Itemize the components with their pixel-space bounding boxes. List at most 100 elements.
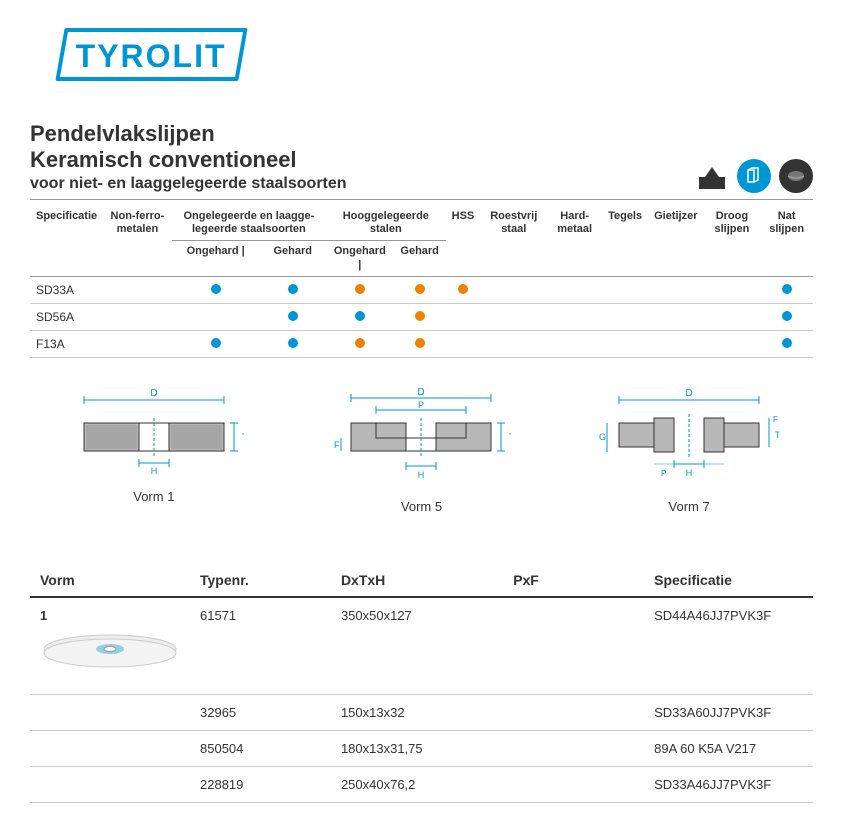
orange-dot-icon — [415, 338, 425, 348]
orange-dot-icon — [415, 311, 425, 321]
dot-cell — [547, 330, 602, 357]
blue-dot-icon — [782, 338, 792, 348]
blue-dot-icon — [211, 284, 221, 294]
spec-cell: F13A — [30, 330, 103, 357]
dot-cell — [704, 276, 761, 303]
logo: TYROLIT — [60, 28, 813, 81]
diagram-label-1: Vorm 1 — [64, 489, 244, 504]
blue-dot-icon — [782, 284, 792, 294]
dot-cell — [103, 303, 172, 330]
vorm-cell — [30, 694, 190, 730]
diagram-vorm-1: D H T Vorm 1 — [64, 388, 244, 514]
diagram-label-2: Vorm 5 — [331, 499, 511, 514]
logo-text: TYROLIT — [76, 38, 227, 75]
diagram-label-3: Vorm 7 — [599, 499, 779, 514]
dot-cell — [260, 276, 326, 303]
col-hoog-ongehard: Ongehard | — [326, 241, 394, 276]
wheel-icon — [40, 629, 180, 675]
dot-cell — [704, 330, 761, 357]
orange-dot-icon — [355, 284, 365, 294]
application-icons — [695, 159, 813, 193]
typenr-cell: 61571 — [190, 597, 331, 695]
product-row: 228819250x40x76,2SD33A46JJ7PVK3F — [30, 766, 813, 802]
dxtxh-cell: 350x50x127 — [331, 597, 503, 695]
col-nat: Nat slijpen — [760, 206, 813, 276]
material-icon-3 — [779, 159, 813, 193]
col-ong-gehard: Gehard — [260, 241, 326, 276]
dot-cell — [547, 276, 602, 303]
dot-cell — [602, 330, 648, 357]
dot-cell — [760, 276, 813, 303]
applicability-row: SD56A — [30, 303, 813, 330]
svg-text:T: T — [775, 430, 779, 440]
spec-cell: SD33A46JJ7PVK3F — [644, 766, 813, 802]
col-droog: Droog slijpen — [704, 206, 761, 276]
dot-cell — [480, 330, 547, 357]
blue-dot-icon — [288, 284, 298, 294]
svg-text:D: D — [418, 388, 425, 398]
dot-cell — [602, 303, 648, 330]
dot-cell — [172, 276, 260, 303]
svg-text:H: H — [686, 468, 693, 478]
col-hss: HSS — [446, 206, 481, 276]
dot-cell — [394, 330, 446, 357]
vorm-cell — [30, 730, 190, 766]
dot-cell — [326, 303, 394, 330]
orange-dot-icon — [458, 284, 468, 294]
dot-cell — [446, 276, 481, 303]
vorm-cell — [30, 766, 190, 802]
svg-text:D: D — [686, 388, 693, 399]
spec-cell: SD33A60JJ7PVK3F — [644, 694, 813, 730]
shape-diagrams: D H T Vorm 1 D P — [30, 388, 813, 514]
svg-text:T: T — [509, 432, 511, 442]
col-typenr: Typenr. — [190, 564, 331, 597]
product-table: Vorm Typenr. DxTxH PxF Specificatie 1615… — [30, 564, 813, 803]
orange-dot-icon — [355, 338, 365, 348]
blue-dot-icon — [288, 311, 298, 321]
spec-cell: SD56A — [30, 303, 103, 330]
dxtxh-cell: 150x13x32 — [331, 694, 503, 730]
orange-dot-icon — [415, 284, 425, 294]
dot-cell — [172, 330, 260, 357]
dot-cell — [480, 303, 547, 330]
dot-cell — [326, 330, 394, 357]
col-hoog-gehard: Gehard — [394, 241, 446, 276]
col-hardmetaal: Hard-metaal — [547, 206, 602, 276]
blue-dot-icon — [288, 338, 298, 348]
dot-cell — [760, 330, 813, 357]
col-nonferro: Non-ferro-metalen — [103, 206, 172, 276]
product-row: 850504180x13x31,7589A 60 K5A V217 — [30, 730, 813, 766]
spec-cell: 89A 60 K5A V217 — [644, 730, 813, 766]
dot-cell — [446, 330, 481, 357]
dot-cell — [760, 303, 813, 330]
typenr-cell: 228819 — [190, 766, 331, 802]
col-tegels: Tegels — [602, 206, 648, 276]
svg-text:H: H — [418, 470, 425, 480]
spec-cell: SD33A — [30, 276, 103, 303]
dot-cell — [103, 330, 172, 357]
col-ongelegeerde: Ongelegeerde en laagge-legeerde staalsoo… — [172, 206, 326, 241]
dot-cell — [648, 330, 703, 357]
svg-text:F: F — [334, 440, 340, 450]
dot-cell — [103, 276, 172, 303]
page-title: Pendelvlakslijpen — [30, 121, 347, 147]
svg-text:P: P — [661, 469, 666, 478]
blue-dot-icon — [355, 311, 365, 321]
diagram-vorm-5: D P F H T Vorm 5 — [331, 388, 511, 514]
col-ong-ongehard: Ongehard | — [172, 241, 260, 276]
dot-cell — [260, 330, 326, 357]
spec-cell: SD44A46JJ7PVK3F — [644, 597, 813, 695]
product-row: 161571350x50x127SD44A46JJ7PVK3F — [30, 597, 813, 695]
pxf-cell — [503, 597, 644, 695]
material-icon-2 — [737, 159, 771, 193]
svg-text:H: H — [151, 466, 158, 476]
col-gietijzer: Gietijzer — [648, 206, 703, 276]
page-header: Pendelvlakslijpen Keramisch conventionee… — [30, 121, 813, 193]
dot-cell — [480, 276, 547, 303]
dot-cell — [172, 303, 260, 330]
col-dxtxh: DxTxH — [331, 564, 503, 597]
col-hooggelegeerde: Hooggelegeerde stalen — [326, 206, 446, 241]
svg-text:T: T — [242, 432, 244, 442]
applicability-table: Specificatie Non-ferro-metalen Ongelegee… — [30, 206, 813, 358]
svg-text:P: P — [418, 400, 424, 410]
